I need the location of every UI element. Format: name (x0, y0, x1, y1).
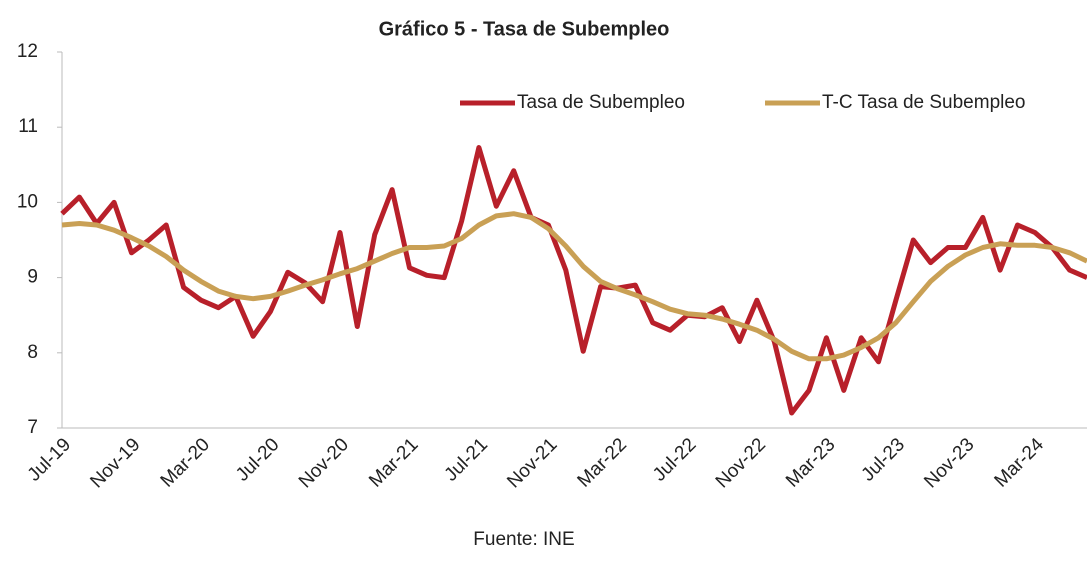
y-tick-label: 9 (27, 267, 38, 288)
x-tick-label: Nov-23 (920, 434, 978, 492)
x-tick-label: Jul-21 (441, 434, 492, 485)
x-tick-label: Nov-19 (86, 434, 144, 492)
x-tick-label: Mar-23 (782, 434, 839, 491)
y-tick-label: 7 (27, 417, 38, 438)
chart-title: Gráfico 5 - Tasa de Subempleo (379, 18, 670, 40)
x-tick-label: Mar-21 (365, 434, 422, 491)
x-tick-label: Jul-22 (649, 434, 700, 485)
x-tick-label: Nov-22 (712, 434, 770, 492)
x-tick-label: Jul-20 (232, 434, 283, 485)
x-tick-label: Jul-23 (858, 434, 909, 485)
legend-label: T-C Tasa de Subempleo (822, 92, 1026, 113)
x-tick-label: Nov-20 (295, 434, 353, 492)
x-tick-label: Mar-24 (991, 434, 1049, 492)
legend-label: Tasa de Subempleo (517, 92, 685, 113)
series-line (60, 145, 1087, 416)
x-tick-label: Mar-22 (574, 434, 631, 491)
y-tick-label: 11 (18, 116, 38, 137)
y-tick-label: 10 (17, 191, 38, 212)
x-tick-label: Nov-21 (503, 434, 561, 492)
source: Fuente: INE (473, 529, 574, 550)
x-tick-label: Mar-20 (157, 434, 214, 491)
series-line (61, 211, 1087, 362)
y-tick-label: 12 (17, 41, 38, 62)
x-tick-label: Jul-19 (24, 434, 75, 485)
y-tick-label: 8 (27, 342, 38, 363)
